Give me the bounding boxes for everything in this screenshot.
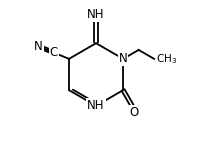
Text: N: N	[34, 40, 43, 53]
Text: NH: NH	[87, 8, 105, 21]
Text: C: C	[50, 46, 58, 59]
Text: O: O	[130, 106, 139, 119]
Text: N: N	[119, 52, 127, 65]
Text: CH$_3$: CH$_3$	[156, 52, 178, 66]
Text: NH: NH	[87, 99, 105, 112]
